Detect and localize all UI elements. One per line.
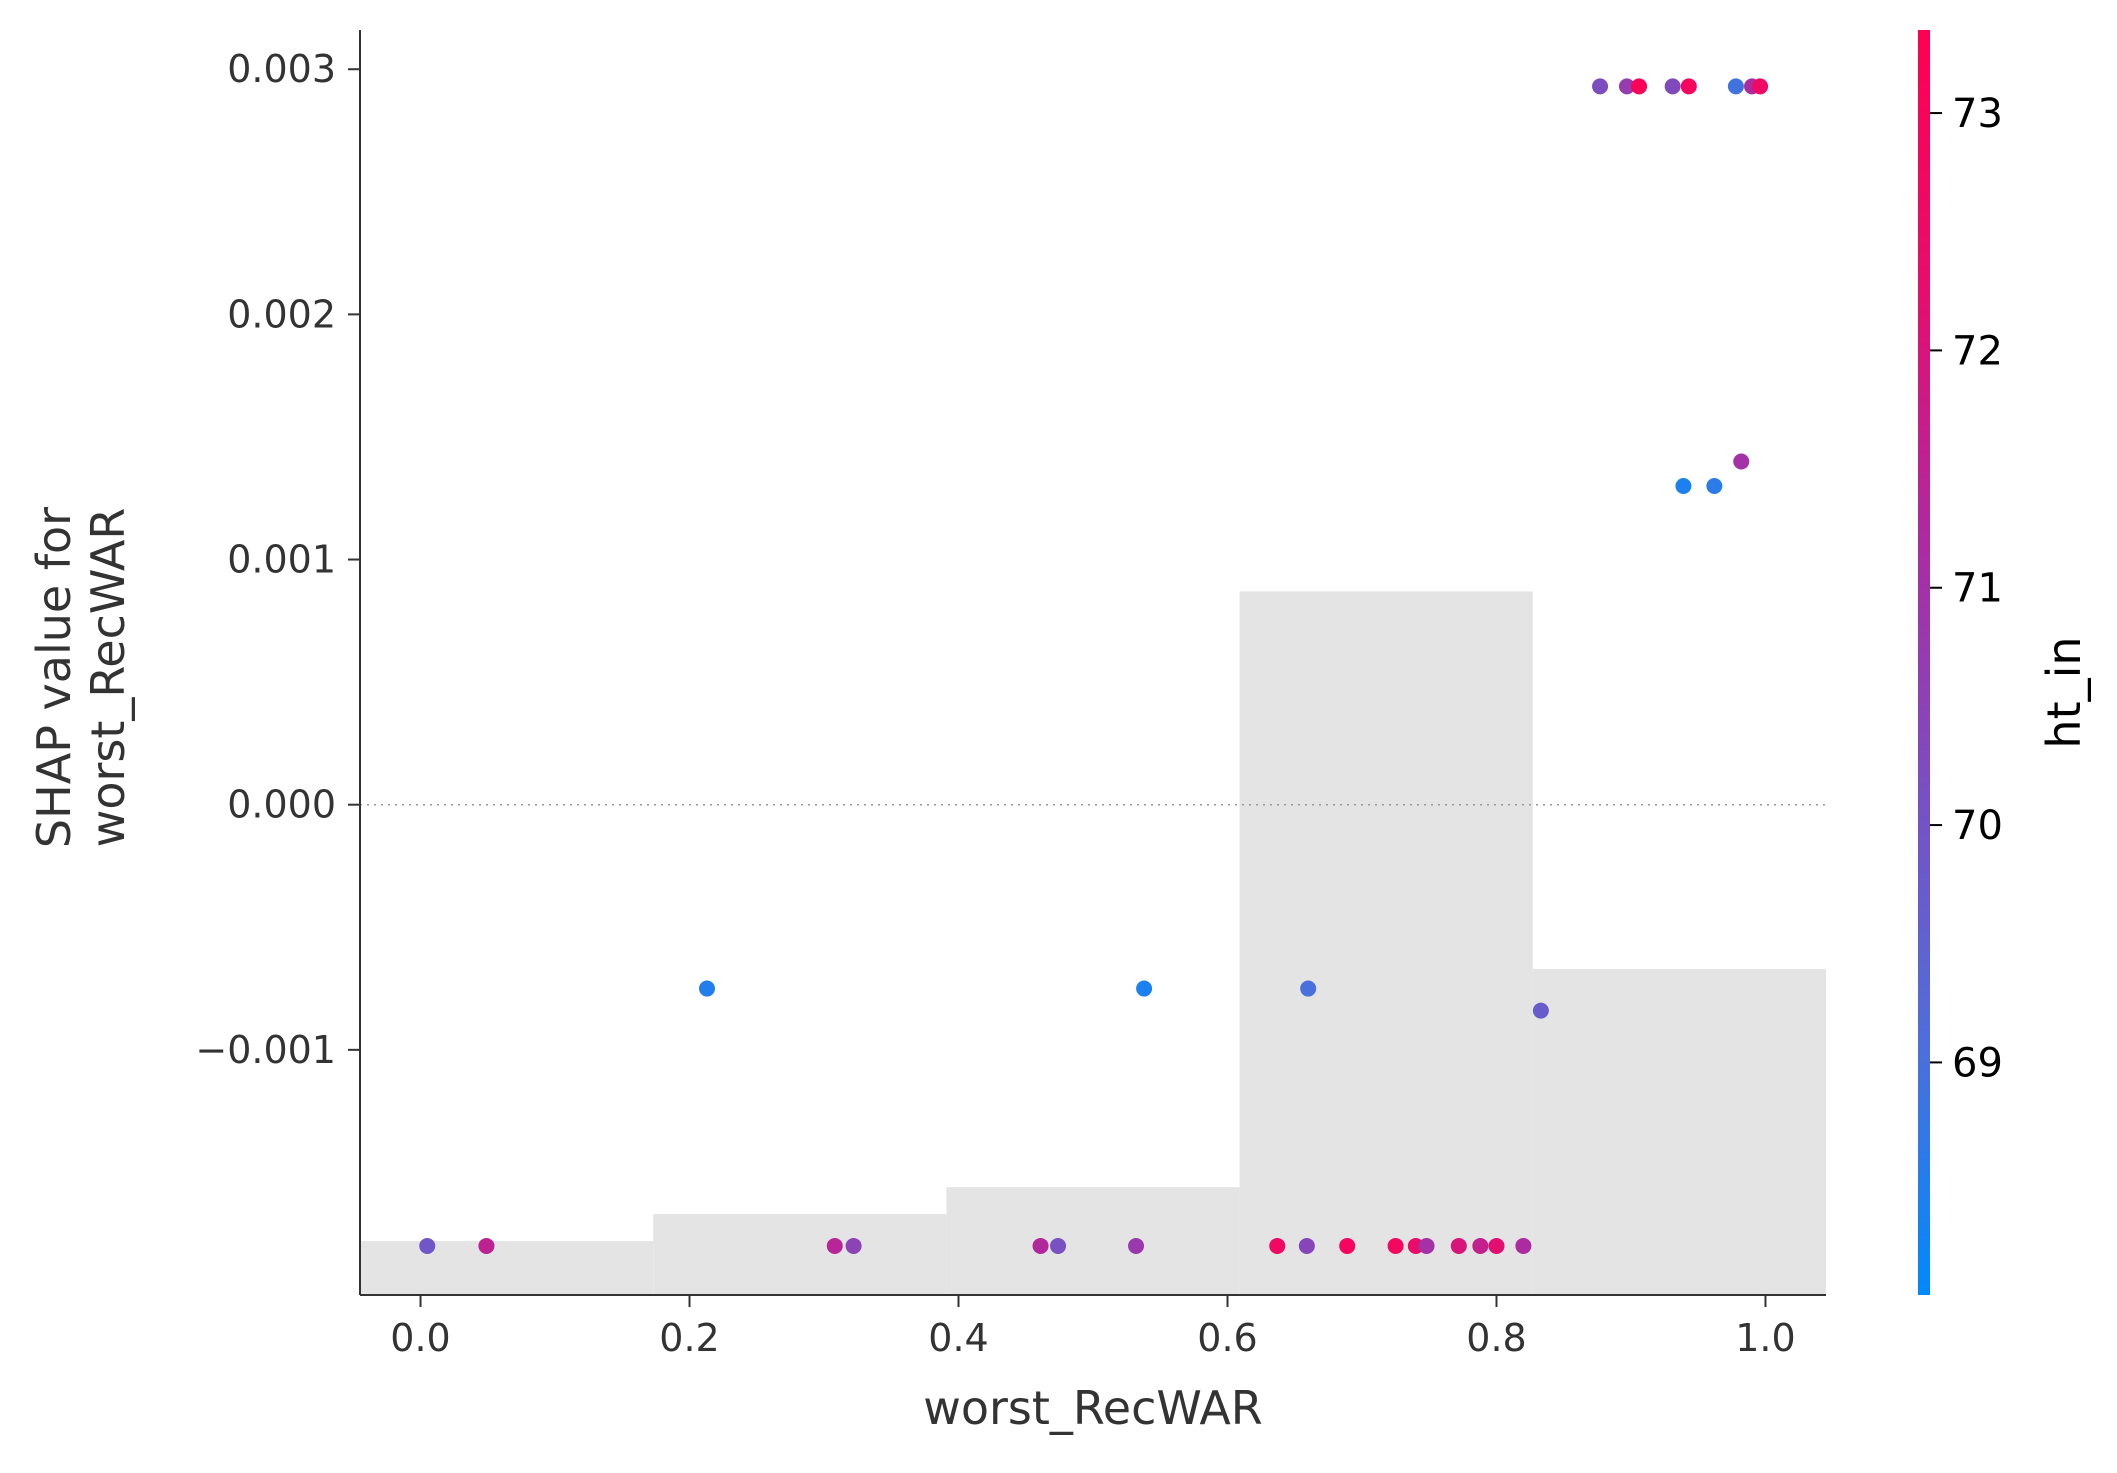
colorbar-tick-label: 70 <box>1952 803 2003 849</box>
data-point <box>1592 78 1609 95</box>
data-point <box>1618 78 1635 95</box>
y-tick-label: 0.002 <box>227 292 336 336</box>
histogram-bar <box>1532 968 1826 1295</box>
y-axis-label: SHAP value forworst_RecWAR <box>27 507 135 848</box>
data-point <box>1339 1237 1356 1254</box>
data-point <box>1515 1237 1532 1254</box>
x-tick-label: 0.4 <box>928 1316 988 1360</box>
histogram-bar <box>360 1241 654 1295</box>
data-point <box>1664 78 1681 95</box>
y-tick-label: −0.001 <box>195 1028 336 1072</box>
x-tick-label: 0.0 <box>390 1316 450 1360</box>
data-point <box>1050 1237 1067 1254</box>
data-point <box>826 1237 843 1254</box>
data-point <box>698 980 715 997</box>
data-point <box>1532 1002 1549 1019</box>
data-point <box>1727 78 1744 95</box>
y-axis-ticks: −0.001 0.000 0.001 0.002 0.003 <box>195 47 360 1072</box>
x-axis-label: worst_RecWAR <box>923 1381 1263 1435</box>
scatter-points <box>419 78 1769 1254</box>
x-axis-ticks: 0.0 0.2 0.4 0.6 0.8 1.0 <box>390 1295 1796 1360</box>
data-point <box>1680 78 1697 95</box>
colorbar-tick-label: 69 <box>1952 1040 2003 1086</box>
colorbar <box>1918 30 1930 1295</box>
colorbar-tick-label: 73 <box>1952 91 2003 137</box>
data-point <box>1387 1237 1404 1254</box>
data-point <box>1269 1237 1286 1254</box>
y-tick-label: 0.001 <box>227 538 336 582</box>
colorbar-ticks: 69 70 71 72 73 <box>1930 91 2003 1086</box>
x-tick-label: 1.0 <box>1735 1316 1795 1360</box>
x-tick-label: 0.8 <box>1466 1316 1526 1360</box>
y-axis-label-line: worst_RecWAR <box>81 508 135 848</box>
y-axis-label-line: SHAP value for <box>27 507 81 848</box>
y-tick-label: 0.003 <box>227 47 336 91</box>
histogram-background <box>360 591 1826 1295</box>
data-point <box>1300 980 1317 997</box>
histogram-bar <box>653 1214 947 1295</box>
colorbar-tick-label: 71 <box>1952 566 2003 612</box>
x-tick-label: 0.2 <box>659 1316 719 1360</box>
data-point <box>1128 1237 1145 1254</box>
data-point <box>1752 78 1769 95</box>
data-point <box>1488 1237 1505 1254</box>
data-point <box>478 1237 495 1254</box>
data-point <box>1706 477 1723 494</box>
data-point <box>1136 980 1153 997</box>
data-point <box>1450 1237 1467 1254</box>
data-point <box>1631 78 1648 95</box>
data-point <box>845 1237 862 1254</box>
data-point <box>1418 1237 1435 1254</box>
data-point <box>1298 1237 1315 1254</box>
y-tick-label: 0.000 <box>227 783 336 827</box>
colorbar-tick-label: 72 <box>1952 328 2003 374</box>
colorbar-label: ht_in <box>2037 636 2091 748</box>
data-point <box>1733 453 1750 470</box>
data-point <box>419 1237 436 1254</box>
histogram-bar <box>1239 591 1533 1295</box>
data-point <box>1032 1237 1049 1254</box>
x-tick-label: 0.6 <box>1197 1316 1257 1360</box>
data-point <box>1472 1237 1489 1254</box>
histogram-bar <box>946 1187 1240 1295</box>
data-point <box>1675 477 1692 494</box>
